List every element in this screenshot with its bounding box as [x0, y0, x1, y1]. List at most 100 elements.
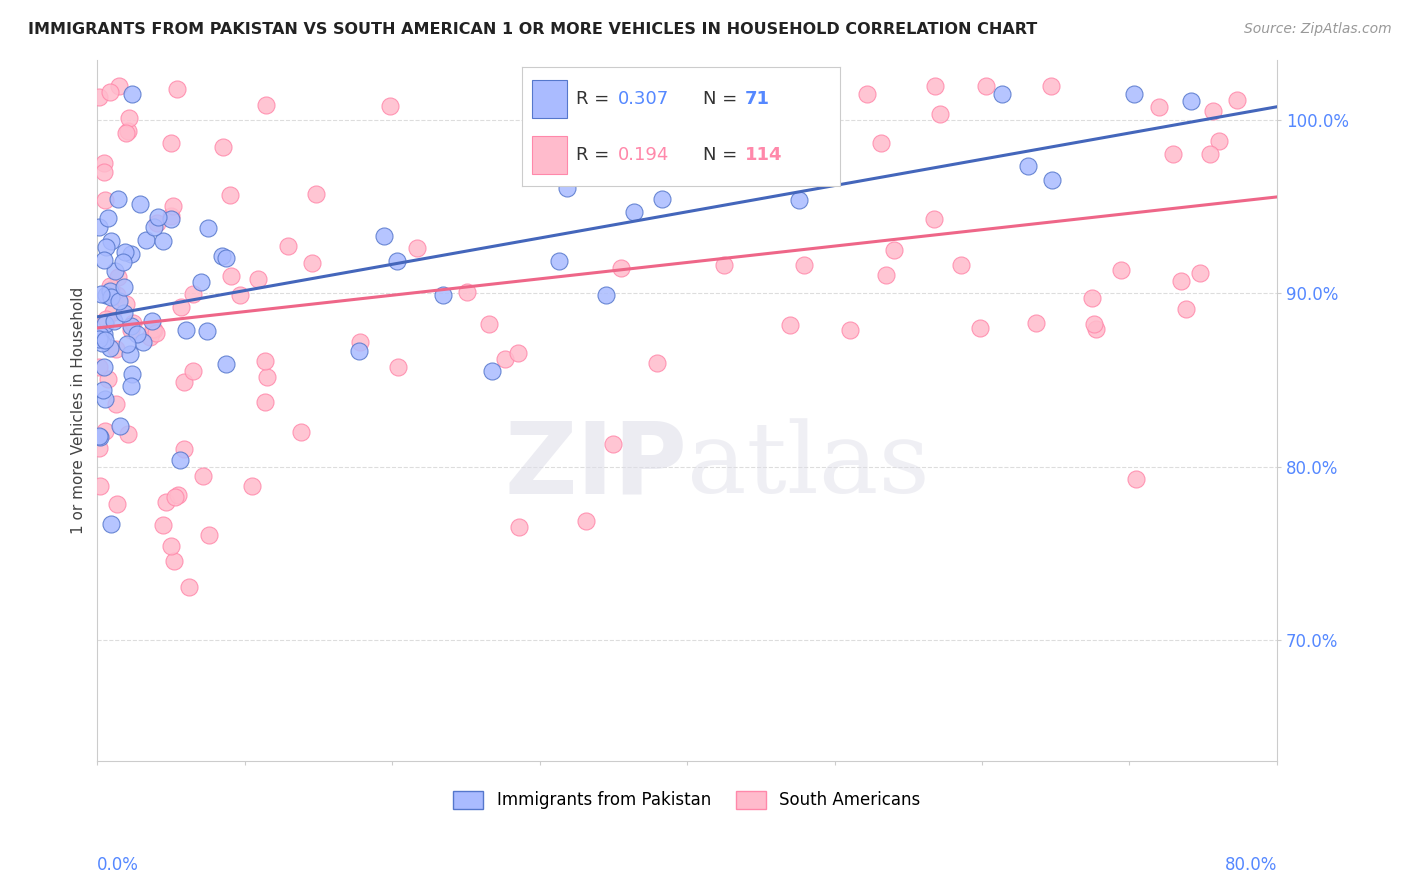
- Point: [839, 322, 862, 336]
- Point: [108, 78, 131, 93]
- Point: [347, 343, 370, 358]
- Point: [117, 426, 139, 441]
- Point: [120, 347, 142, 361]
- Point: [93, 156, 115, 170]
- Point: [1170, 275, 1192, 289]
- Point: [1180, 95, 1202, 109]
- Point: [93, 253, 115, 268]
- Point: [1202, 104, 1225, 119]
- Point: [141, 314, 163, 328]
- Point: [127, 327, 149, 342]
- Point: [277, 239, 299, 253]
- Point: [87, 428, 110, 442]
- Point: [97, 211, 120, 225]
- Point: [101, 305, 124, 319]
- Point: [104, 263, 127, 277]
- Point: [254, 394, 277, 409]
- Point: [117, 124, 139, 138]
- Point: [290, 425, 312, 440]
- Point: [883, 243, 905, 257]
- Point: [170, 300, 193, 314]
- Point: [595, 288, 617, 302]
- Point: [96, 312, 118, 326]
- Point: [949, 258, 972, 272]
- Point: [974, 78, 997, 93]
- Point: [1083, 317, 1105, 331]
- Point: [103, 314, 125, 328]
- Point: [387, 359, 409, 374]
- Point: [122, 316, 145, 330]
- Point: [143, 219, 166, 234]
- Point: [922, 212, 945, 227]
- Point: [740, 153, 762, 168]
- Point: [219, 188, 242, 202]
- Point: [108, 418, 131, 433]
- Point: [163, 554, 186, 568]
- Point: [380, 99, 402, 113]
- Point: [135, 233, 157, 247]
- Point: [547, 254, 569, 268]
- Point: [990, 87, 1012, 102]
- Point: [198, 528, 221, 542]
- Point: [120, 247, 142, 261]
- Point: [215, 357, 238, 371]
- Point: [107, 192, 129, 206]
- Text: ZIP: ZIP: [505, 418, 688, 515]
- Point: [105, 397, 128, 411]
- Point: [1149, 100, 1171, 114]
- Y-axis label: 1 or more Vehicles in Household: 1 or more Vehicles in Household: [72, 286, 86, 534]
- Point: [91, 383, 114, 397]
- Point: [247, 272, 270, 286]
- Point: [94, 317, 117, 331]
- Point: [1174, 301, 1197, 316]
- Point: [87, 220, 110, 235]
- Point: [215, 252, 238, 266]
- Point: [555, 181, 578, 195]
- Point: [800, 169, 823, 184]
- Point: [160, 539, 183, 553]
- Point: [240, 479, 263, 493]
- Point: [229, 288, 252, 302]
- Point: [787, 193, 810, 207]
- Point: [219, 269, 242, 284]
- Point: [166, 488, 188, 502]
- Point: [162, 199, 184, 213]
- Point: [1080, 291, 1102, 305]
- Point: [139, 329, 162, 343]
- Point: [105, 288, 128, 302]
- Point: [111, 255, 134, 269]
- Point: [89, 328, 111, 343]
- Point: [132, 335, 155, 350]
- Point: [253, 354, 276, 368]
- Point: [115, 296, 138, 310]
- Point: [87, 441, 110, 455]
- Point: [166, 82, 188, 96]
- Point: [115, 337, 138, 351]
- Point: [1040, 173, 1063, 187]
- Point: [165, 490, 187, 504]
- Point: [790, 78, 813, 93]
- Point: [98, 284, 121, 298]
- Point: [98, 341, 121, 355]
- Point: [385, 254, 408, 268]
- Point: [146, 216, 169, 230]
- Point: [779, 318, 801, 332]
- Point: [155, 495, 177, 509]
- Point: [1226, 93, 1249, 107]
- Point: [793, 258, 815, 272]
- Point: [713, 258, 735, 272]
- Point: [174, 323, 197, 337]
- Point: [929, 107, 952, 121]
- Point: [112, 305, 135, 319]
- Point: [1123, 87, 1146, 102]
- Point: [924, 78, 946, 93]
- Point: [120, 379, 142, 393]
- Point: [349, 334, 371, 349]
- Point: [160, 209, 183, 223]
- Point: [87, 90, 110, 104]
- Point: [1017, 160, 1039, 174]
- Point: [1039, 78, 1062, 93]
- Point: [93, 359, 115, 374]
- Point: [1109, 262, 1132, 277]
- Point: [169, 453, 191, 467]
